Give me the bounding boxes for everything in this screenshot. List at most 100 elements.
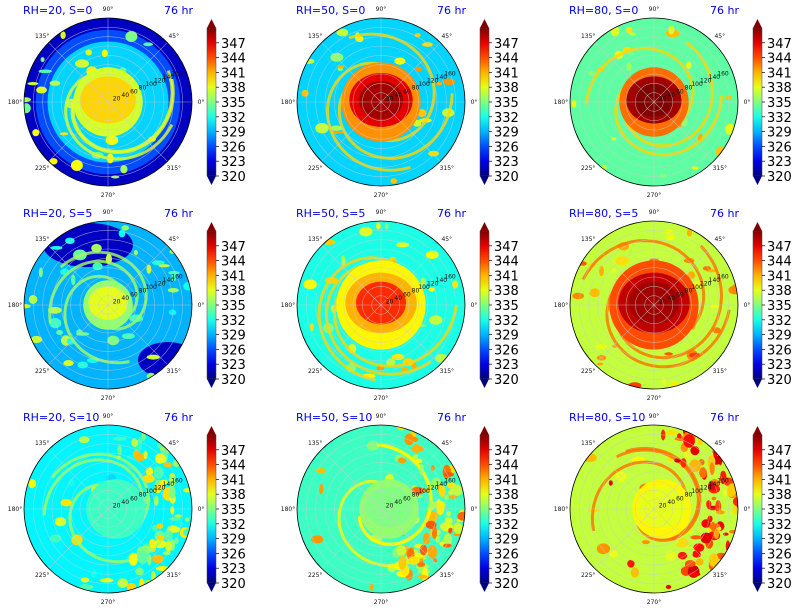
field-cell <box>729 529 738 534</box>
grid-spoke <box>594 245 655 306</box>
field-cell <box>665 430 678 435</box>
field-cell <box>78 436 90 444</box>
colorbar-tick-label: 320 <box>494 170 519 185</box>
radial-tick-label: 100 <box>145 81 157 88</box>
field-cell <box>28 295 38 304</box>
grid-spoke <box>321 449 382 510</box>
angle-tick-label: 225° <box>581 368 595 375</box>
colorbar-extend-min <box>753 176 762 185</box>
field-cell <box>330 130 345 134</box>
field-cell <box>446 511 451 517</box>
field-cell <box>134 453 146 462</box>
field-cell <box>595 344 607 349</box>
angle-tick-label: 180° <box>554 99 568 106</box>
field-cell <box>445 517 453 525</box>
field-cell <box>589 288 600 298</box>
angle-tick-label: 135° <box>308 440 322 447</box>
colorbar-tick-label: 338 <box>767 81 792 96</box>
field-cell <box>36 86 47 94</box>
angle-tick-label: 90° <box>103 413 114 420</box>
radial-tick-label: 60 <box>676 495 684 502</box>
field-cell <box>117 445 122 456</box>
grid-spoke <box>321 508 382 569</box>
field-cell <box>428 150 440 157</box>
field-cell <box>309 323 314 332</box>
field-cell <box>664 352 673 356</box>
field-cell <box>59 132 69 136</box>
radial-tick-label: 160 <box>444 273 456 280</box>
field-cell <box>397 457 407 464</box>
colorbar-tick-label: 338 <box>221 284 246 299</box>
radial-tick-label: 140 <box>163 481 175 488</box>
radial-tick-label: 40 <box>667 499 675 506</box>
field-cell <box>453 522 463 534</box>
radial-tick-label: 80 <box>685 492 693 499</box>
angle-tick-label: 270° <box>647 599 661 606</box>
colorbar-tick-label: 323 <box>767 562 792 577</box>
angle-tick-label: 45° <box>441 236 452 243</box>
grid-spoke <box>594 101 655 162</box>
field-cell <box>54 517 67 527</box>
field-cell <box>330 52 344 62</box>
field-cell <box>391 353 405 361</box>
field-cell <box>60 31 66 39</box>
radial-tick-label: 60 <box>676 291 684 298</box>
angle-tick-label: 45° <box>168 33 179 40</box>
field-cell <box>719 470 727 485</box>
angle-tick-label: 225° <box>308 165 322 172</box>
grid-spoke <box>48 508 109 569</box>
grid-spoke <box>594 304 655 365</box>
field-cell <box>329 125 343 131</box>
radial-tick-label: 60 <box>676 88 684 95</box>
grid-spoke <box>380 42 441 103</box>
field-cell <box>133 249 138 256</box>
colorbar-tick-label: 326 <box>494 140 519 155</box>
colorbar-tick-label: 341 <box>494 473 519 488</box>
field-cell <box>100 578 114 583</box>
field-cell <box>404 433 415 446</box>
panel-title: RH=80, S=5 <box>569 207 638 220</box>
grid-spoke <box>107 449 168 510</box>
radial-tick-label: 100 <box>691 284 703 291</box>
panel-title: RH=20, S=5 <box>23 207 92 220</box>
radial-tick-label: 20 <box>113 502 121 509</box>
colorbar <box>752 434 763 584</box>
radial-tick-label: 100 <box>691 488 703 495</box>
radial-tick-label: 40 <box>121 499 129 506</box>
field-cell <box>60 499 72 507</box>
grid-spoke <box>380 508 441 569</box>
field-cell <box>154 495 159 506</box>
field-cell <box>615 256 630 266</box>
colorbar-tick-label: 332 <box>767 518 792 533</box>
angle-tick-label: 45° <box>168 440 179 447</box>
colorbar-tick-label: 326 <box>767 140 792 155</box>
radial-tick-label: 60 <box>403 291 411 298</box>
polar-frame <box>23 17 193 187</box>
colorbar-tick-label: 341 <box>767 269 792 284</box>
grid-spoke <box>380 449 441 510</box>
radial-tick-label: 160 <box>717 70 729 77</box>
radial-tick-label: 60 <box>130 88 138 95</box>
colorbar-tick-label: 347 <box>221 37 246 52</box>
field-cell <box>429 315 443 325</box>
field-cell <box>168 309 177 316</box>
field-cell <box>137 550 148 564</box>
colorbar-tick-label: 320 <box>494 373 519 388</box>
panel-time-label: 76 hr <box>164 4 193 17</box>
colorbar-tick-label: 347 <box>221 240 246 255</box>
panel-title: RH=50, S=10 <box>296 411 372 424</box>
field-cell <box>131 438 138 447</box>
field-cell <box>158 264 170 268</box>
radial-tick-label: 60 <box>130 495 138 502</box>
colorbar-tick-label: 329 <box>767 329 792 344</box>
grid-spoke <box>48 449 109 510</box>
angle-tick-label: 315° <box>167 368 181 375</box>
field-cell <box>153 465 164 479</box>
angle-tick-label: 315° <box>440 368 454 375</box>
angle-tick-label: 180° <box>8 506 22 513</box>
radial-tick-label: 100 <box>418 488 430 495</box>
panel-time-label: 76 hr <box>164 207 193 220</box>
field-cell <box>126 455 136 460</box>
field-cell <box>165 540 172 553</box>
